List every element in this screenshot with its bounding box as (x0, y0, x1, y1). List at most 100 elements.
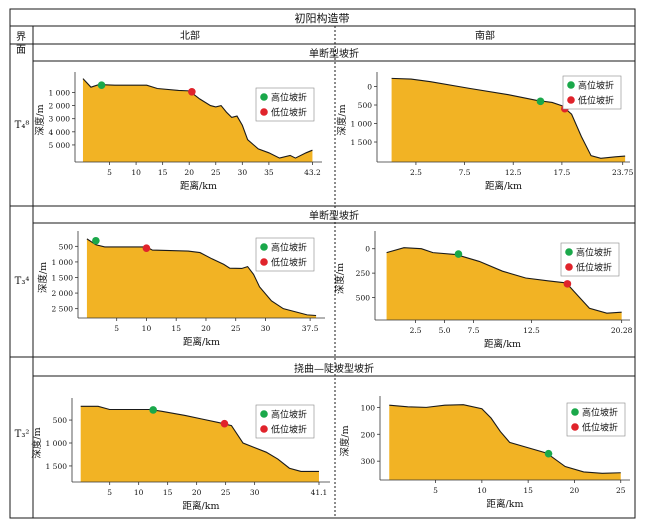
y-tick-label: 1 000 (351, 120, 373, 129)
x-tick-label: 30 (261, 324, 271, 333)
legend-high-marker (260, 410, 268, 418)
profile-fill (82, 78, 313, 162)
legend-low-marker (260, 425, 268, 433)
x-tick-label: 30 (250, 488, 260, 497)
panel-2-south: 0 250 500 2.5 5.0 7.5 12.5 20.28 距离/km 深度/m 高位坡折低位… (334, 231, 633, 350)
legend-low-label: 低位坡折 (271, 107, 307, 119)
legend-high-label: 高位坡折 (576, 247, 612, 259)
section-title-3: 挠曲—陡坡型坡折 (294, 362, 374, 375)
x-tick-label: 25 (231, 324, 241, 333)
x-axis-label: 距离/km (487, 498, 524, 510)
y-axis-label: 深度/m (34, 104, 46, 135)
y-axis-label: 深度/m (31, 427, 43, 458)
legend-box (560, 242, 620, 277)
table-title: 初阳构造带 (295, 11, 350, 25)
y-tick-label: 2 000 (52, 289, 74, 298)
y-tick-label: 0 (365, 245, 370, 254)
panel-1-north: 1 000 2 000 3 000 4 000 5 000 5 10 15 20 25 30 35 43… (34, 72, 322, 192)
y-tick-label: 3 000 (49, 115, 71, 124)
panel-3-north: 500 1 000 1 500 5 10 15 20 25 30 41.1 距离/km 深度/m 高位坡… (31, 398, 330, 512)
y-tick-label: 4 000 (49, 128, 71, 137)
profile-fill (389, 404, 621, 480)
y-tick-label: 500 (59, 242, 74, 251)
x-tick-label: 20 (570, 486, 580, 495)
legend-high-marker (567, 81, 575, 89)
legend-low-label: 低位坡折 (582, 422, 618, 434)
profile-fill (391, 78, 626, 162)
x-tick-label: 2.5 (410, 326, 422, 335)
y-tick-label: 250 (356, 269, 371, 278)
high-break-point (149, 406, 157, 414)
legend-low-label: 低位坡折 (271, 424, 307, 436)
x-tick-label: 10 (142, 324, 152, 333)
x-tick-label: 12.5 (523, 326, 540, 335)
x-tick-label: 5 (433, 486, 438, 495)
x-tick-label: 10 (131, 168, 141, 177)
y-tick-label: 1 000 (49, 88, 71, 97)
y-tick-label: 300 (361, 457, 376, 466)
y-tick-label: 2 000 (49, 102, 71, 111)
profile-line (386, 247, 622, 314)
y-tick-label: 1 500 (46, 462, 68, 471)
section-title-1: 单断型坡折 (309, 47, 359, 60)
panel-1-south: 0 500 1 000 1 500 2.5 7.5 12.5 17.5 23.75 距离/km 深度… (336, 72, 634, 192)
x-tick-label: 15 (523, 486, 533, 495)
legend-low-marker (567, 96, 575, 104)
high-break-point (544, 449, 553, 458)
legend-box (255, 87, 315, 122)
y-tick-label: 1 500 (351, 138, 373, 147)
x-tick-label: 25 (221, 488, 231, 497)
high-break-point (454, 250, 463, 258)
x-axis-label: 距离/km (485, 180, 522, 192)
x-tick-label: 20 (192, 488, 202, 497)
y-tick-label: 1 500 (52, 274, 74, 283)
interface-header-line2: 面 (16, 45, 26, 56)
y-tick-label: 1 000 (52, 258, 74, 267)
y-tick-label: 200 (361, 430, 376, 439)
y-tick-label: 100 (361, 403, 376, 412)
x-tick-label: 25 (616, 486, 626, 495)
legend-low-marker (571, 423, 579, 431)
profile-line (389, 404, 621, 474)
x-tick-label: 10 (477, 486, 487, 495)
profile-line (82, 78, 313, 159)
legend-high-label: 高位坡折 (271, 409, 307, 421)
x-tick-label: 20.28 (611, 326, 633, 335)
x-axis-label: 距离/km (183, 500, 220, 512)
x-tick-label: 15 (158, 168, 168, 177)
legend-low-marker (565, 263, 573, 271)
x-tick-label: 41.1 (311, 488, 328, 497)
x-tick-label: 25 (211, 168, 221, 177)
y-tick-label: 1 000 (46, 439, 68, 448)
legend-box (562, 75, 622, 110)
profile-fill (86, 238, 317, 318)
x-tick-label: 37.5 (302, 324, 319, 333)
legend-low-label: 低位坡折 (271, 257, 307, 269)
x-tick-label: 2.5 (410, 168, 422, 177)
legend-box (255, 237, 315, 272)
interface-label-1: T₄⁸ (15, 120, 30, 131)
low-break-point (188, 87, 196, 96)
x-tick-label: 35 (264, 168, 274, 177)
profile-line (86, 238, 317, 317)
outer-border (9, 8, 636, 519)
y-axis-label: 深度/m (37, 262, 49, 293)
legend-low-marker (260, 258, 268, 266)
x-tick-label: 5.0 (439, 326, 451, 335)
x-tick-label: 30 (238, 168, 248, 177)
low-break-point (142, 244, 151, 253)
high-break-point (536, 97, 545, 106)
y-tick-label: 500 (53, 416, 68, 425)
x-tick-label: 20 (201, 324, 211, 333)
x-tick-label: 17.5 (554, 168, 571, 177)
x-tick-label: 5 (114, 324, 119, 333)
legend-low-marker (260, 108, 268, 116)
legend-high-marker (571, 408, 579, 416)
x-tick-label: 5 (107, 168, 112, 177)
interface-label-2: T₃⁴ (15, 276, 30, 287)
